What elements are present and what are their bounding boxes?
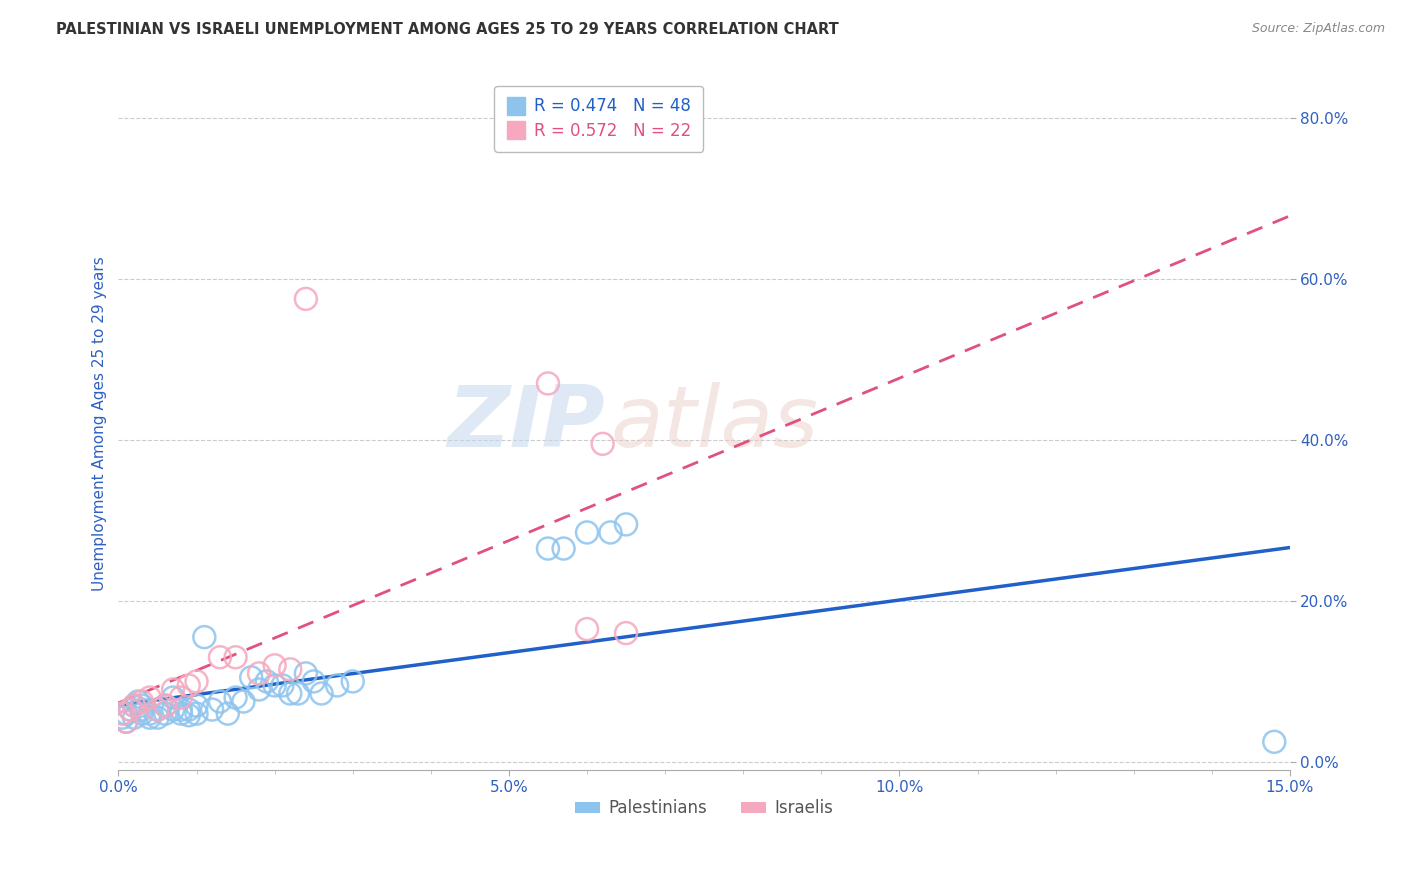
Point <box>186 706 208 721</box>
Point <box>170 690 193 705</box>
Point <box>122 711 145 725</box>
Point <box>271 678 294 692</box>
Y-axis label: Unemployment Among Ages 25 to 29 years: Unemployment Among Ages 25 to 29 years <box>93 256 107 591</box>
Point <box>111 706 134 721</box>
Point <box>115 714 138 729</box>
Point <box>131 703 153 717</box>
Point <box>553 541 575 556</box>
Point <box>1263 735 1285 749</box>
Point <box>146 703 169 717</box>
Point <box>537 541 560 556</box>
Point <box>155 706 177 721</box>
Point <box>122 698 145 713</box>
Point <box>247 682 270 697</box>
Point <box>122 698 145 713</box>
Point <box>138 690 160 705</box>
Point <box>111 711 134 725</box>
Point <box>120 703 142 717</box>
Text: Source: ZipAtlas.com: Source: ZipAtlas.com <box>1251 22 1385 36</box>
Point <box>256 674 278 689</box>
Point <box>155 698 177 713</box>
Point <box>170 706 193 721</box>
Point <box>208 650 231 665</box>
Point <box>138 706 160 721</box>
Point <box>217 706 239 721</box>
Point <box>576 622 599 636</box>
Point <box>278 686 301 700</box>
Point <box>287 686 309 700</box>
Point <box>193 630 215 644</box>
Point <box>592 437 614 451</box>
Point <box>311 686 333 700</box>
Point <box>170 703 193 717</box>
Point <box>263 678 285 692</box>
Point <box>614 517 637 532</box>
Point <box>162 690 184 705</box>
Point <box>186 674 208 689</box>
Point <box>537 376 560 391</box>
Point <box>302 674 325 689</box>
Point <box>162 682 184 697</box>
Point <box>342 674 364 689</box>
Point <box>232 694 254 708</box>
Point <box>614 626 637 640</box>
Point <box>131 698 153 713</box>
Point <box>146 711 169 725</box>
Point <box>263 658 285 673</box>
Point <box>599 525 621 540</box>
Point <box>155 698 177 713</box>
Point <box>115 714 138 729</box>
Point <box>131 706 153 721</box>
Point <box>177 703 200 717</box>
Text: atlas: atlas <box>610 382 818 466</box>
Point <box>146 703 169 717</box>
Point <box>177 708 200 723</box>
Legend: Palestinians, Israelis: Palestinians, Israelis <box>568 793 839 824</box>
Point <box>115 706 138 721</box>
Point <box>186 698 208 713</box>
Text: ZIP: ZIP <box>447 382 605 466</box>
Point <box>576 525 599 540</box>
Point <box>295 292 318 306</box>
Point <box>225 690 247 705</box>
Point <box>120 703 142 717</box>
Point <box>138 711 160 725</box>
Point <box>326 678 349 692</box>
Point <box>208 694 231 708</box>
Point <box>278 662 301 676</box>
Point <box>127 694 149 708</box>
Point <box>131 694 153 708</box>
Point <box>162 703 184 717</box>
Point <box>247 666 270 681</box>
Point <box>225 650 247 665</box>
Point <box>240 670 263 684</box>
Point <box>295 666 318 681</box>
Text: PALESTINIAN VS ISRAELI UNEMPLOYMENT AMONG AGES 25 TO 29 YEARS CORRELATION CHART: PALESTINIAN VS ISRAELI UNEMPLOYMENT AMON… <box>56 22 839 37</box>
Point <box>177 678 200 692</box>
Point <box>201 703 224 717</box>
